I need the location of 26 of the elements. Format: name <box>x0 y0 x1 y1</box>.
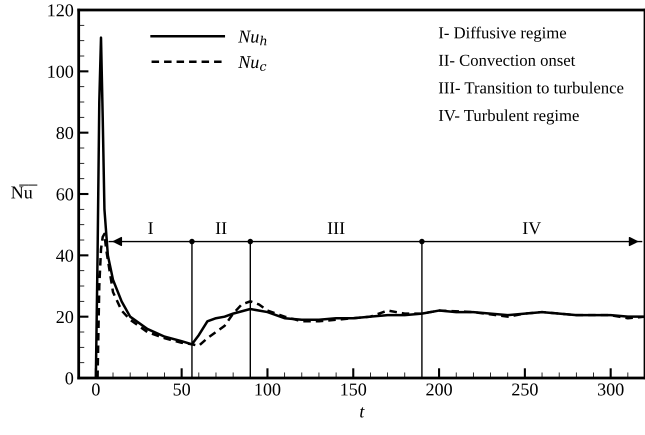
annotation: II- Convection onset <box>438 54 576 66</box>
y-tick-label: 40 <box>56 250 74 262</box>
annotation: IV- Turbulent regime <box>438 109 579 125</box>
x-tick-label: 250 <box>512 383 538 396</box>
x-tick-label: 50 <box>174 383 190 396</box>
annotation: I- Diffusive regime <box>438 26 566 42</box>
annotation: I <box>148 222 153 234</box>
y-tick-label: 60 <box>56 188 74 200</box>
annotation: III- Transition to turbulence <box>438 82 624 94</box>
annotation: IV <box>522 222 542 234</box>
y-tick-label: 0 <box>65 372 74 384</box>
annotation: III <box>328 222 344 234</box>
x-axis-title: t <box>360 407 365 418</box>
y-tick-label: 80 <box>56 126 74 140</box>
x-tick-label: 0 <box>92 383 100 396</box>
x-tick-label: 100 <box>256 383 280 396</box>
legend-label: Nu$_{h}$ <box>238 30 266 46</box>
x-tick-label: 150 <box>341 383 366 396</box>
annotation: II <box>216 222 227 234</box>
legend-label: Nu$_{c}$ <box>238 56 266 71</box>
x-tick-label: 200 <box>426 383 452 396</box>
x-tick-label: 300 <box>598 383 624 396</box>
y-axis-title: N̅u̅ <box>11 184 38 199</box>
y-tick-label: 100 <box>48 66 74 78</box>
y-tick-label: 120 <box>48 4 74 16</box>
y-tick-label: 20 <box>56 310 74 324</box>
